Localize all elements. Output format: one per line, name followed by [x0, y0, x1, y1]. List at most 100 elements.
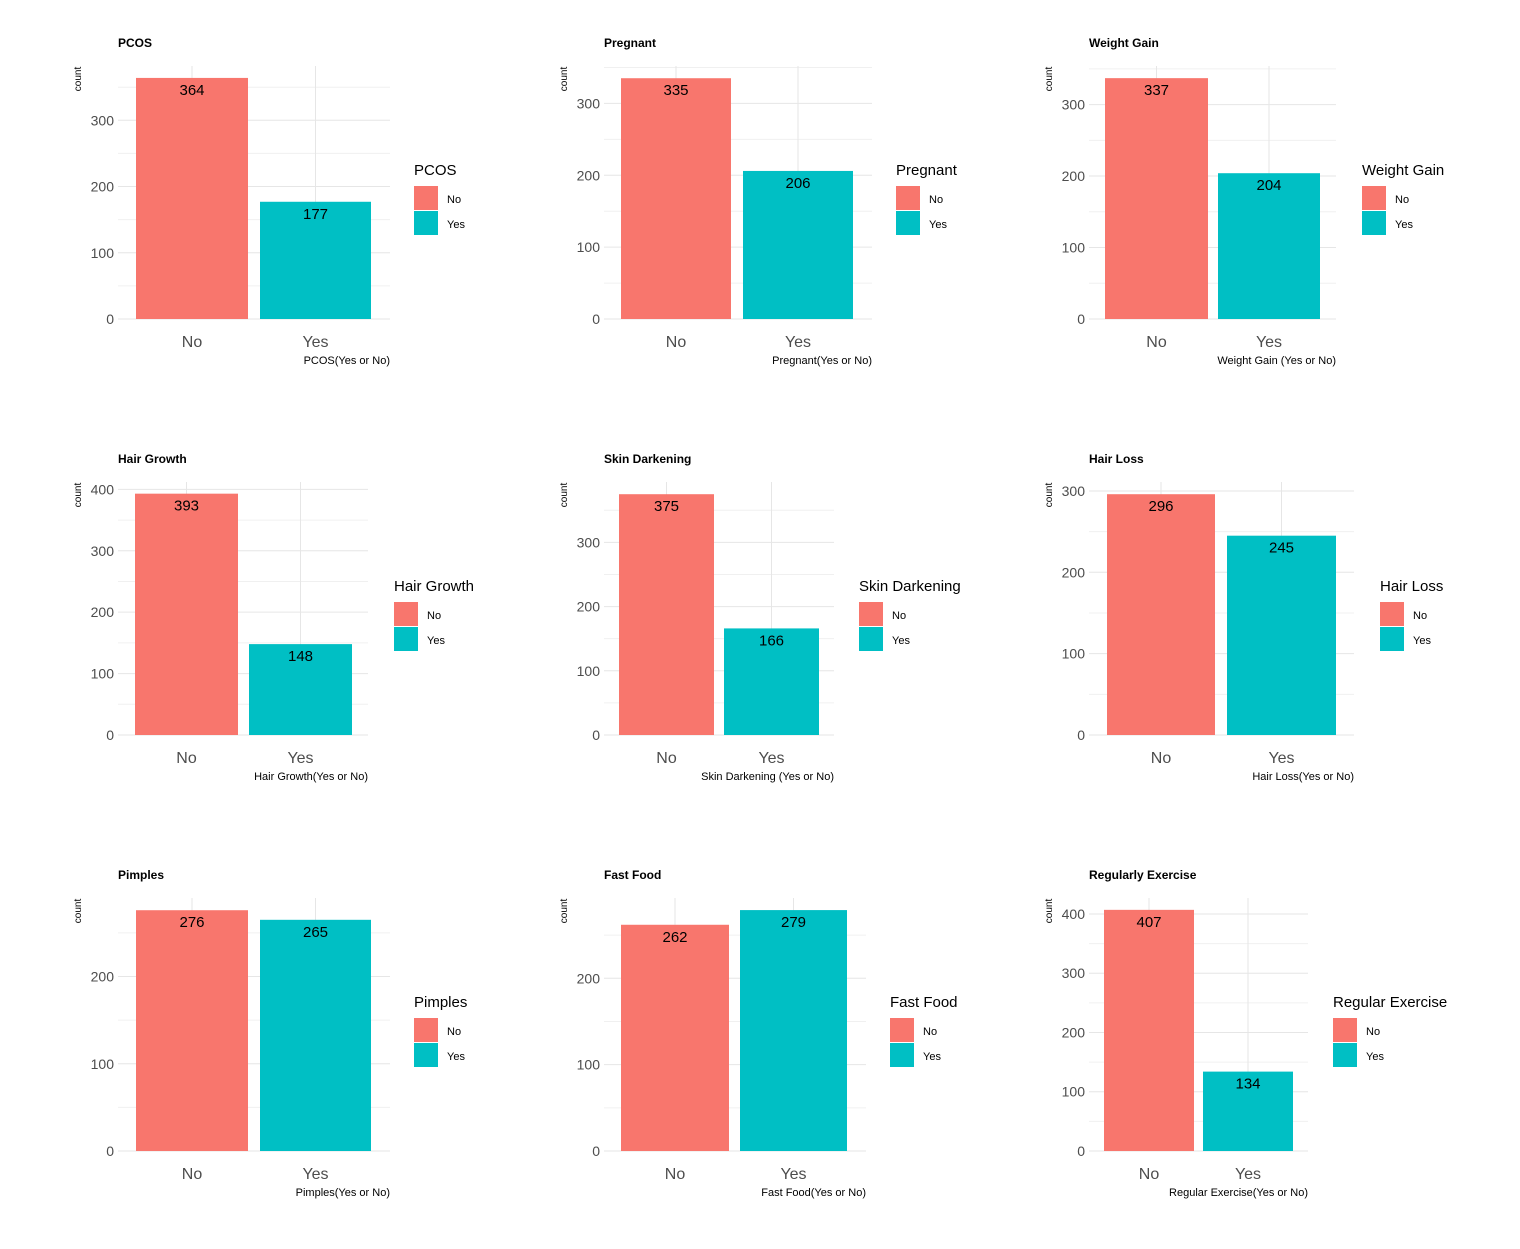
- y-tick-label: 100: [577, 239, 601, 255]
- bar-value-label: 134: [1235, 1076, 1260, 1093]
- bar-no: [621, 924, 729, 1151]
- legend-title: Hair Loss: [1380, 578, 1443, 595]
- bar-yes: [740, 910, 847, 1151]
- chart-panel: 0 100 200 300 Hair Loss count 296 No 245 Yes Hair …: [1044, 452, 1443, 783]
- y-axis-label: count: [559, 67, 570, 92]
- x-tick-label: Yes: [758, 750, 784, 767]
- y-tick-label: 300: [577, 534, 601, 550]
- y-tick-label: 0: [592, 1143, 600, 1159]
- x-tick-label: Yes: [302, 334, 328, 351]
- legend-label: No: [447, 1026, 461, 1038]
- legend-swatch-no: [890, 1018, 914, 1042]
- bar-value-label: 177: [303, 206, 328, 223]
- legend-label: No: [1366, 1026, 1380, 1038]
- x-axis-label: Pimples(Yes or No): [296, 1187, 390, 1199]
- x-axis-label: PCOS(Yes or No): [304, 355, 390, 367]
- legend-label: No: [1395, 194, 1409, 206]
- y-tick-label: 200: [91, 604, 115, 620]
- chart-title: Weight Gain: [1089, 36, 1159, 50]
- legend-title: Pregnant: [896, 162, 958, 179]
- bar-yes: [1227, 535, 1336, 735]
- legend-title: Fast Food: [890, 994, 958, 1011]
- legend-title: Skin Darkening: [859, 578, 961, 595]
- y-tick-label: 300: [91, 112, 115, 128]
- legend-label: Yes: [1395, 219, 1413, 231]
- x-tick-label: No: [1139, 1166, 1160, 1183]
- legend-label: No: [427, 610, 441, 622]
- legend-swatch-yes: [414, 211, 438, 235]
- y-tick-label: 200: [577, 167, 601, 183]
- bar-value-label: 393: [174, 498, 199, 515]
- y-axis-label: count: [73, 67, 84, 92]
- x-tick-label: Yes: [287, 750, 313, 767]
- y-axis-label: count: [1044, 67, 1055, 92]
- y-tick-label: 200: [577, 599, 601, 615]
- y-tick-label: 300: [91, 543, 115, 559]
- x-tick-label: No: [182, 334, 203, 351]
- x-tick-label: No: [1146, 334, 1167, 351]
- y-tick-label: 200: [91, 969, 115, 985]
- y-tick-label: 0: [1077, 1143, 1085, 1159]
- bar-no: [136, 77, 248, 319]
- bar-value-label: 364: [179, 82, 204, 99]
- chart-panel: 0 100 200 300 400 Hair Growth count 393 No 148 Yes…: [73, 452, 474, 783]
- y-tick-label: 0: [106, 1143, 114, 1159]
- bar-no: [621, 78, 731, 319]
- legend-swatch-no: [414, 1018, 438, 1042]
- y-tick-label: 100: [577, 1057, 601, 1073]
- chart-title: Hair Loss: [1089, 452, 1144, 466]
- chart-panel: 0 100 200 300 400 Regularly Exercise count 407 N…: [1044, 868, 1447, 1199]
- chart-title: Pregnant: [604, 36, 656, 50]
- chart-title: PCOS: [118, 36, 152, 50]
- legend-swatch-yes: [896, 211, 920, 235]
- y-axis-label: count: [559, 483, 570, 508]
- legend-swatch-yes: [1362, 211, 1386, 235]
- x-axis-label: Regular Exercise(Yes or No): [1169, 1187, 1308, 1199]
- legend-swatch-no: [394, 602, 418, 626]
- y-tick-label: 100: [1062, 1084, 1086, 1100]
- legend-label: Yes: [929, 219, 947, 231]
- legend-label: Yes: [892, 635, 910, 647]
- y-tick-label: 400: [1062, 906, 1086, 922]
- x-axis-label: Pregnant(Yes or No): [772, 355, 872, 367]
- bar-yes: [260, 201, 371, 319]
- bar-value-label: 335: [663, 82, 688, 99]
- legend-label: Yes: [923, 1051, 941, 1063]
- y-tick-label: 0: [106, 727, 114, 743]
- legend-label: No: [892, 610, 906, 622]
- x-tick-label: Yes: [785, 334, 811, 351]
- legend-label: Yes: [427, 635, 445, 647]
- x-axis-label: Weight Gain (Yes or No): [1217, 355, 1336, 367]
- x-axis-label: Fast Food(Yes or No): [761, 1187, 866, 1199]
- y-tick-label: 300: [577, 95, 601, 111]
- y-tick-label: 200: [1062, 168, 1086, 184]
- y-tick-label: 100: [91, 1056, 115, 1072]
- x-tick-label: No: [656, 750, 677, 767]
- legend-label: No: [1413, 610, 1427, 622]
- bar-value-label: 262: [662, 929, 687, 946]
- x-tick-label: No: [1151, 750, 1172, 767]
- legend-title: Hair Growth: [394, 578, 474, 595]
- x-tick-label: No: [665, 1166, 686, 1183]
- chart-panel: 0 100 200 300 Skin Darkening count 375 No 166 Yes…: [559, 452, 961, 783]
- y-tick-label: 300: [1062, 97, 1086, 113]
- legend-swatch-no: [414, 186, 438, 210]
- chart-panel: 0 100 200 300 Pregnant count 335 No 206 Yes Pregna…: [559, 36, 958, 367]
- x-tick-label: No: [182, 1166, 203, 1183]
- legend-label: No: [447, 194, 461, 206]
- chart-title: Regularly Exercise: [1089, 868, 1197, 882]
- y-tick-label: 400: [91, 481, 115, 497]
- y-tick-label: 100: [1062, 240, 1086, 256]
- y-tick-label: 200: [1062, 1024, 1086, 1040]
- legend-label: No: [923, 1026, 937, 1038]
- bar-no: [135, 493, 238, 735]
- x-tick-label: Yes: [1256, 334, 1282, 351]
- chart-panel: 0 100 200 Fast Food count 262 No 279 Yes Fast Foo…: [559, 868, 958, 1199]
- bar-yes: [249, 644, 352, 735]
- legend-swatch-yes: [1333, 1043, 1357, 1067]
- y-tick-label: 0: [1077, 727, 1085, 743]
- x-tick-label: No: [176, 750, 197, 767]
- bar-yes: [1218, 173, 1320, 319]
- legend-label: Yes: [1366, 1051, 1384, 1063]
- chart-title: Fast Food: [604, 868, 661, 882]
